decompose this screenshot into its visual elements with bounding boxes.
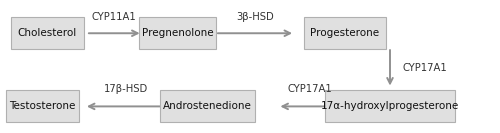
Text: Progesterone: Progesterone	[310, 28, 380, 38]
Text: CYP17A1: CYP17A1	[288, 84, 333, 94]
Text: 3β-HSD: 3β-HSD	[236, 12, 274, 22]
Text: Pregnenolone: Pregnenolone	[142, 28, 214, 38]
Text: Testosterone: Testosterone	[10, 101, 76, 111]
Text: Androstenedione: Androstenedione	[163, 101, 252, 111]
Text: 17β-HSD: 17β-HSD	[104, 84, 148, 94]
FancyBboxPatch shape	[138, 17, 216, 49]
Text: CYP11A1: CYP11A1	[92, 12, 136, 22]
Text: 17α-hydroxylprogesterone: 17α-hydroxylprogesterone	[321, 101, 459, 111]
FancyBboxPatch shape	[304, 17, 386, 49]
Text: CYP17A1: CYP17A1	[402, 63, 448, 73]
Text: Cholesterol: Cholesterol	[18, 28, 77, 38]
FancyBboxPatch shape	[325, 90, 455, 122]
FancyBboxPatch shape	[12, 17, 84, 49]
FancyBboxPatch shape	[160, 90, 255, 122]
FancyBboxPatch shape	[6, 90, 79, 122]
